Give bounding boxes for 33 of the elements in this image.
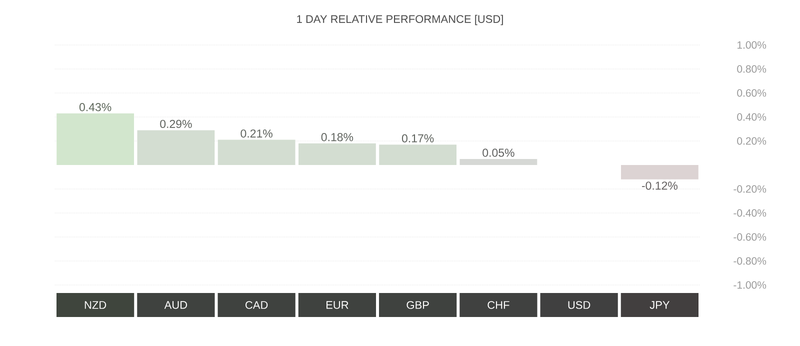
y-tick-label: 0.40% (737, 113, 766, 121)
y-tick-label: 1.00% (737, 41, 766, 49)
data-label: 0.05% (482, 148, 514, 157)
x-tick-label: CAD (246, 301, 268, 309)
x-tick-label: JPY (650, 301, 670, 309)
data-label: 0.17% (402, 134, 434, 142)
bar (56, 113, 134, 165)
x-tick-label: CHF (488, 301, 510, 309)
data-label: 0.21% (240, 129, 272, 138)
bar (460, 159, 538, 165)
y-tick-label: -1.00% (734, 281, 766, 289)
x-tick-label: EUR (326, 301, 348, 309)
y-tick-label: -0.60% (734, 233, 766, 241)
data-label: 0.18% (321, 133, 354, 142)
y-tick-label: 0.80% (737, 65, 766, 73)
data-label: 0.29% (160, 120, 192, 128)
x-tick-label: GBP (406, 301, 429, 309)
bar (298, 143, 376, 165)
x-tick-label: AUD (164, 301, 188, 309)
x-tick-label: USD (568, 301, 590, 309)
y-tick-label: -0.40% (734, 209, 766, 217)
data-label: -0.12% (642, 182, 678, 190)
y-tick-label: -0.20% (734, 185, 766, 193)
y-tick-label: 0.60% (737, 89, 766, 97)
chart-title: 1 DAY RELATIVE PERFORMANCE [USD] (297, 14, 503, 26)
y-tick-label: -0.80% (734, 257, 766, 265)
x-tick-label: NZD (84, 301, 106, 309)
bar (379, 144, 457, 165)
y-tick-label: 0.20% (737, 137, 766, 145)
data-label: 0.43% (79, 103, 112, 112)
bar (137, 130, 215, 165)
bar (218, 140, 296, 165)
bar (620, 165, 698, 180)
